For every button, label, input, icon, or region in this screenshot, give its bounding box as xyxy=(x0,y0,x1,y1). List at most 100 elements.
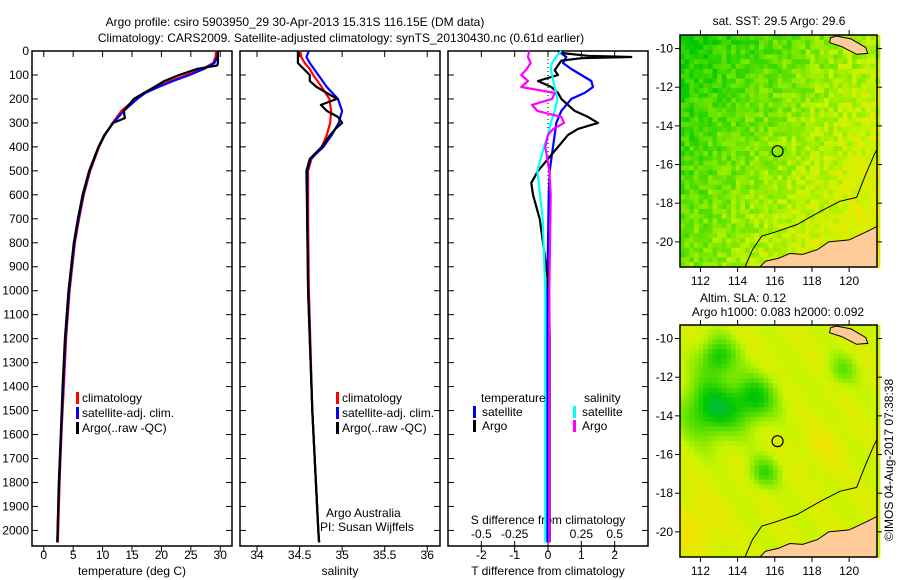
map-cell xyxy=(689,218,695,225)
map-cell xyxy=(726,421,732,428)
map-cell xyxy=(749,223,755,229)
map-cell xyxy=(772,383,779,389)
map-cell xyxy=(712,122,718,128)
map-cell xyxy=(707,358,714,365)
map-cell xyxy=(680,421,686,428)
map-cell xyxy=(745,49,751,55)
map-cell xyxy=(689,160,695,167)
map-cell xyxy=(768,368,774,374)
map-cell xyxy=(772,479,779,486)
map-cell xyxy=(838,146,844,152)
map-cell xyxy=(814,354,820,360)
map-cell xyxy=(707,194,714,200)
map-cell xyxy=(689,528,695,534)
map-cell xyxy=(717,189,723,196)
map-cell xyxy=(833,412,839,418)
map-cell xyxy=(786,397,793,403)
map-cell xyxy=(680,407,686,413)
map-cell xyxy=(759,64,765,70)
map-cell xyxy=(754,392,760,399)
map-cell xyxy=(856,165,862,171)
map-cell xyxy=(819,54,825,60)
map-cell xyxy=(731,262,737,268)
map-cell xyxy=(851,378,858,384)
map-cell xyxy=(786,218,793,225)
map-cell xyxy=(842,523,848,529)
map-cell xyxy=(810,35,816,41)
map-cell xyxy=(680,552,686,558)
map-cell xyxy=(731,165,737,171)
map-cell xyxy=(796,358,802,365)
map-cell xyxy=(721,354,727,360)
map-cell xyxy=(833,93,839,99)
map-cell xyxy=(805,88,811,94)
map-cell xyxy=(707,131,714,138)
map-cell xyxy=(847,494,853,500)
map-cell xyxy=(745,155,751,162)
map-cell xyxy=(796,518,802,524)
map-cell xyxy=(810,412,816,418)
map-cell xyxy=(707,199,714,205)
map-cell xyxy=(782,194,788,200)
map-cell xyxy=(805,416,811,423)
map-cell xyxy=(796,199,802,205)
map-cell xyxy=(772,228,779,234)
legend-label: satellite-adj. clim. xyxy=(82,406,174,420)
lon-tick-label: 112 xyxy=(691,564,710,578)
map-cell xyxy=(707,64,714,70)
map-cell xyxy=(680,146,686,152)
map-cell xyxy=(721,223,727,229)
map-cell xyxy=(786,392,793,399)
map-cell xyxy=(717,213,723,220)
map-cell xyxy=(745,407,751,413)
map-cell xyxy=(786,122,793,128)
map-cell xyxy=(759,238,765,244)
map-cell xyxy=(833,383,839,389)
map-cell xyxy=(721,499,727,505)
map-cell xyxy=(791,532,797,539)
map-cell xyxy=(745,349,751,355)
map-cell xyxy=(828,180,834,186)
map-cell xyxy=(786,180,793,186)
map-cell xyxy=(856,441,862,447)
map-cell xyxy=(782,199,788,205)
map-cell xyxy=(870,160,876,167)
map-cell xyxy=(796,387,802,394)
map-cell xyxy=(828,170,834,176)
map-cell xyxy=(805,455,811,461)
map-cell xyxy=(870,184,876,191)
map-cell xyxy=(782,160,788,167)
map-cell xyxy=(814,325,820,331)
map-cell xyxy=(763,59,769,65)
map-cell xyxy=(810,93,816,99)
map-cell xyxy=(805,532,811,539)
map-cell xyxy=(851,344,858,350)
map-cell xyxy=(838,102,844,109)
map-cell xyxy=(782,349,788,355)
map-cell xyxy=(800,334,806,341)
map-cell xyxy=(721,426,727,432)
map-cell xyxy=(731,421,737,428)
map-cell xyxy=(782,184,788,191)
map-cell xyxy=(833,334,839,341)
map-cell xyxy=(684,151,690,157)
map-cell xyxy=(782,489,788,495)
lon-tick-label: 112 xyxy=(691,274,710,288)
map-cell xyxy=(754,503,760,510)
map-cell xyxy=(717,503,723,510)
map-cell xyxy=(805,474,811,481)
lat-tick-label: -20 xyxy=(656,525,674,539)
map-cell xyxy=(828,136,834,142)
map-cell xyxy=(693,503,700,510)
map-cell xyxy=(833,363,839,370)
map-cell xyxy=(721,407,727,413)
map-cell xyxy=(684,325,690,331)
map-cell xyxy=(772,470,779,476)
map-cell xyxy=(865,373,871,379)
map-cell xyxy=(712,494,718,500)
map-cell xyxy=(856,426,862,432)
map-cell xyxy=(745,39,751,46)
map-cell xyxy=(782,426,788,432)
map-cell xyxy=(786,416,793,423)
map-cell xyxy=(689,373,695,379)
